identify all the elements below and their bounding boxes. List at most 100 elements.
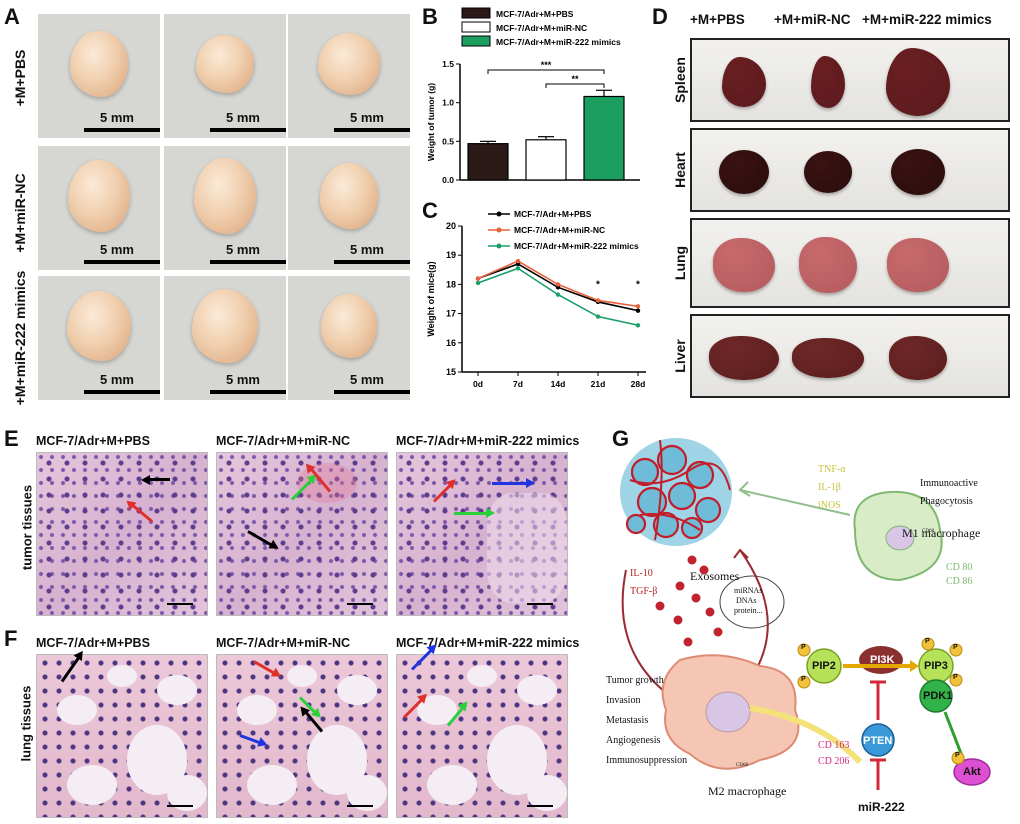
m2-function-metastasis: Metastasis [606,715,649,726]
series-2-point-4 [635,323,641,328]
legend-label-0: MCF-7/Adr+M+PBS [496,9,574,19]
series-2-point-1 [515,266,521,271]
pip2-label: PIP2 [812,660,836,672]
m2-marker-cd206: CD 206 [818,756,850,767]
x-tick-label: 21d [591,379,606,389]
tumor-tissues-label: tumor tissues [19,484,35,571]
panel-label-f: F [4,626,18,651]
legend-swatch-0 [461,7,491,19]
panel-label-d: D [652,4,668,29]
tumor-sample [192,289,258,363]
tumor-sample [321,294,377,358]
m1-cytokine-il1b: IL-1β [818,482,841,493]
scale-bar-label: 5 mm [100,110,134,125]
annotation-1: * [636,279,640,290]
alveolar-space-5 [467,665,497,687]
m2-macrophage-illustration [661,654,800,770]
row-label-pbs: +M+PBS [12,49,28,107]
alveolar-space-5 [287,665,317,687]
panel-label-g: G [612,426,630,451]
scale-bar [334,390,410,394]
m1-label: M1 macrophage [902,526,981,540]
phospho-p-5: P [953,674,958,681]
legend-label-1: MCF-7/Adr+M+miR-NC [496,23,587,33]
pdk1-label: PDK1 [923,690,953,702]
panel-label-a: A [4,4,20,29]
series-2-point-2 [555,292,561,297]
tumor-photo-r1-c1: 5 mm [164,146,286,270]
scale-bar [84,128,160,132]
y-tick-label: 17 [446,309,456,319]
organ-label-heart: Heart [672,152,688,188]
alveolar-space-5 [107,665,137,687]
y-tick-label: 15 [446,367,456,377]
m2-function-immunosuppression: Immunosuppression [606,755,688,766]
annotation-arrow-0-0 [148,478,170,481]
he-tumor-image-1 [216,452,388,616]
cargo-protein: protein... [734,606,763,615]
significance-label-1: ** [571,74,579,84]
organ-liver-0 [709,336,779,380]
pi3k-label: PI3K [870,654,895,666]
scale-bar-label: 5 mm [226,242,260,257]
m2-cytokine-tgfb: TGF-β [630,586,658,597]
scale-bar-label: 5 mm [100,242,134,257]
legend-swatch-2 [461,35,491,47]
alveolar-space-2 [157,675,197,705]
scale-bar [334,128,410,132]
phospho-p-2: P [801,676,806,683]
tumor-sample [70,31,128,97]
tumor-sample [196,35,254,93]
micro-scale-bar [527,805,553,807]
x-tick-label: 14d [551,379,566,389]
m1-marker-cd86: CD 86 [946,576,973,587]
scale-bar-label: 5 mm [226,372,260,387]
legend-marker-2 [496,243,502,249]
organ-lung-0 [713,238,775,292]
scale-bar-label: 5 mm [226,110,260,125]
m2-cd68: CD68 [736,763,748,768]
y-tick-label: 16 [446,338,456,348]
organ-row-heart [690,128,1010,212]
series-1-point-2 [555,282,561,287]
alveolar-space-0 [57,695,97,725]
organ-col-pbs: +M+PBS [690,12,745,27]
pi3k-pathway [797,637,991,790]
m1-marker-cd80: CD 80 [946,562,973,573]
necrotic-area [487,493,567,603]
y-tick-label: 0.0 [442,175,454,185]
row-label-mirnc: +M+miR-NC [12,173,28,253]
tumor-sample [320,163,378,229]
organ-spleen-0 [722,57,766,107]
cargo-dnas: DNAs [736,596,757,605]
pip3-label: PIP3 [924,660,948,672]
x-tick-label: 28d [631,379,646,389]
scale-bar [210,128,286,132]
series-1-point-0 [475,276,481,281]
significance-label-0: *** [541,60,552,70]
tumor-photo-r1-c0: 5 mm [38,146,160,270]
mice-weight-line-chart: MCF-7/Adr+M+PBS MCF-7/Adr+M+miR-NC MCF-7/A… [426,209,646,389]
significance-bracket-0 [487,69,605,74]
alveolar-space-0 [237,695,277,725]
exosome-particles [655,555,723,647]
y-tick-label: 1.0 [442,98,454,108]
organ-col-mimics: +M+miR-222 mimics [862,12,992,27]
scale-bar [210,260,286,264]
alveolar-space-3 [247,765,297,805]
scale-bar [210,390,286,394]
organ-lung-1 [799,237,857,293]
mir222-label: miR-222 [858,800,905,814]
m1-cd68: CD68 [922,529,934,534]
alveolar-space-3 [67,765,117,805]
phospho-p-1: P [801,644,806,651]
m1-macrophage-illustration [853,490,943,582]
tumor-photo-r2-c0: 5 mm [38,276,160,400]
he-lung-image-0 [36,654,208,818]
alveolar-space-3 [427,765,477,805]
alveolar-space-2 [337,675,377,705]
m2-label: M2 macrophage [708,784,787,798]
tumor-sample [68,160,130,232]
row-label-mimics: +M+miR-222 mimics [12,270,28,406]
organ-spleen-2 [886,48,950,116]
